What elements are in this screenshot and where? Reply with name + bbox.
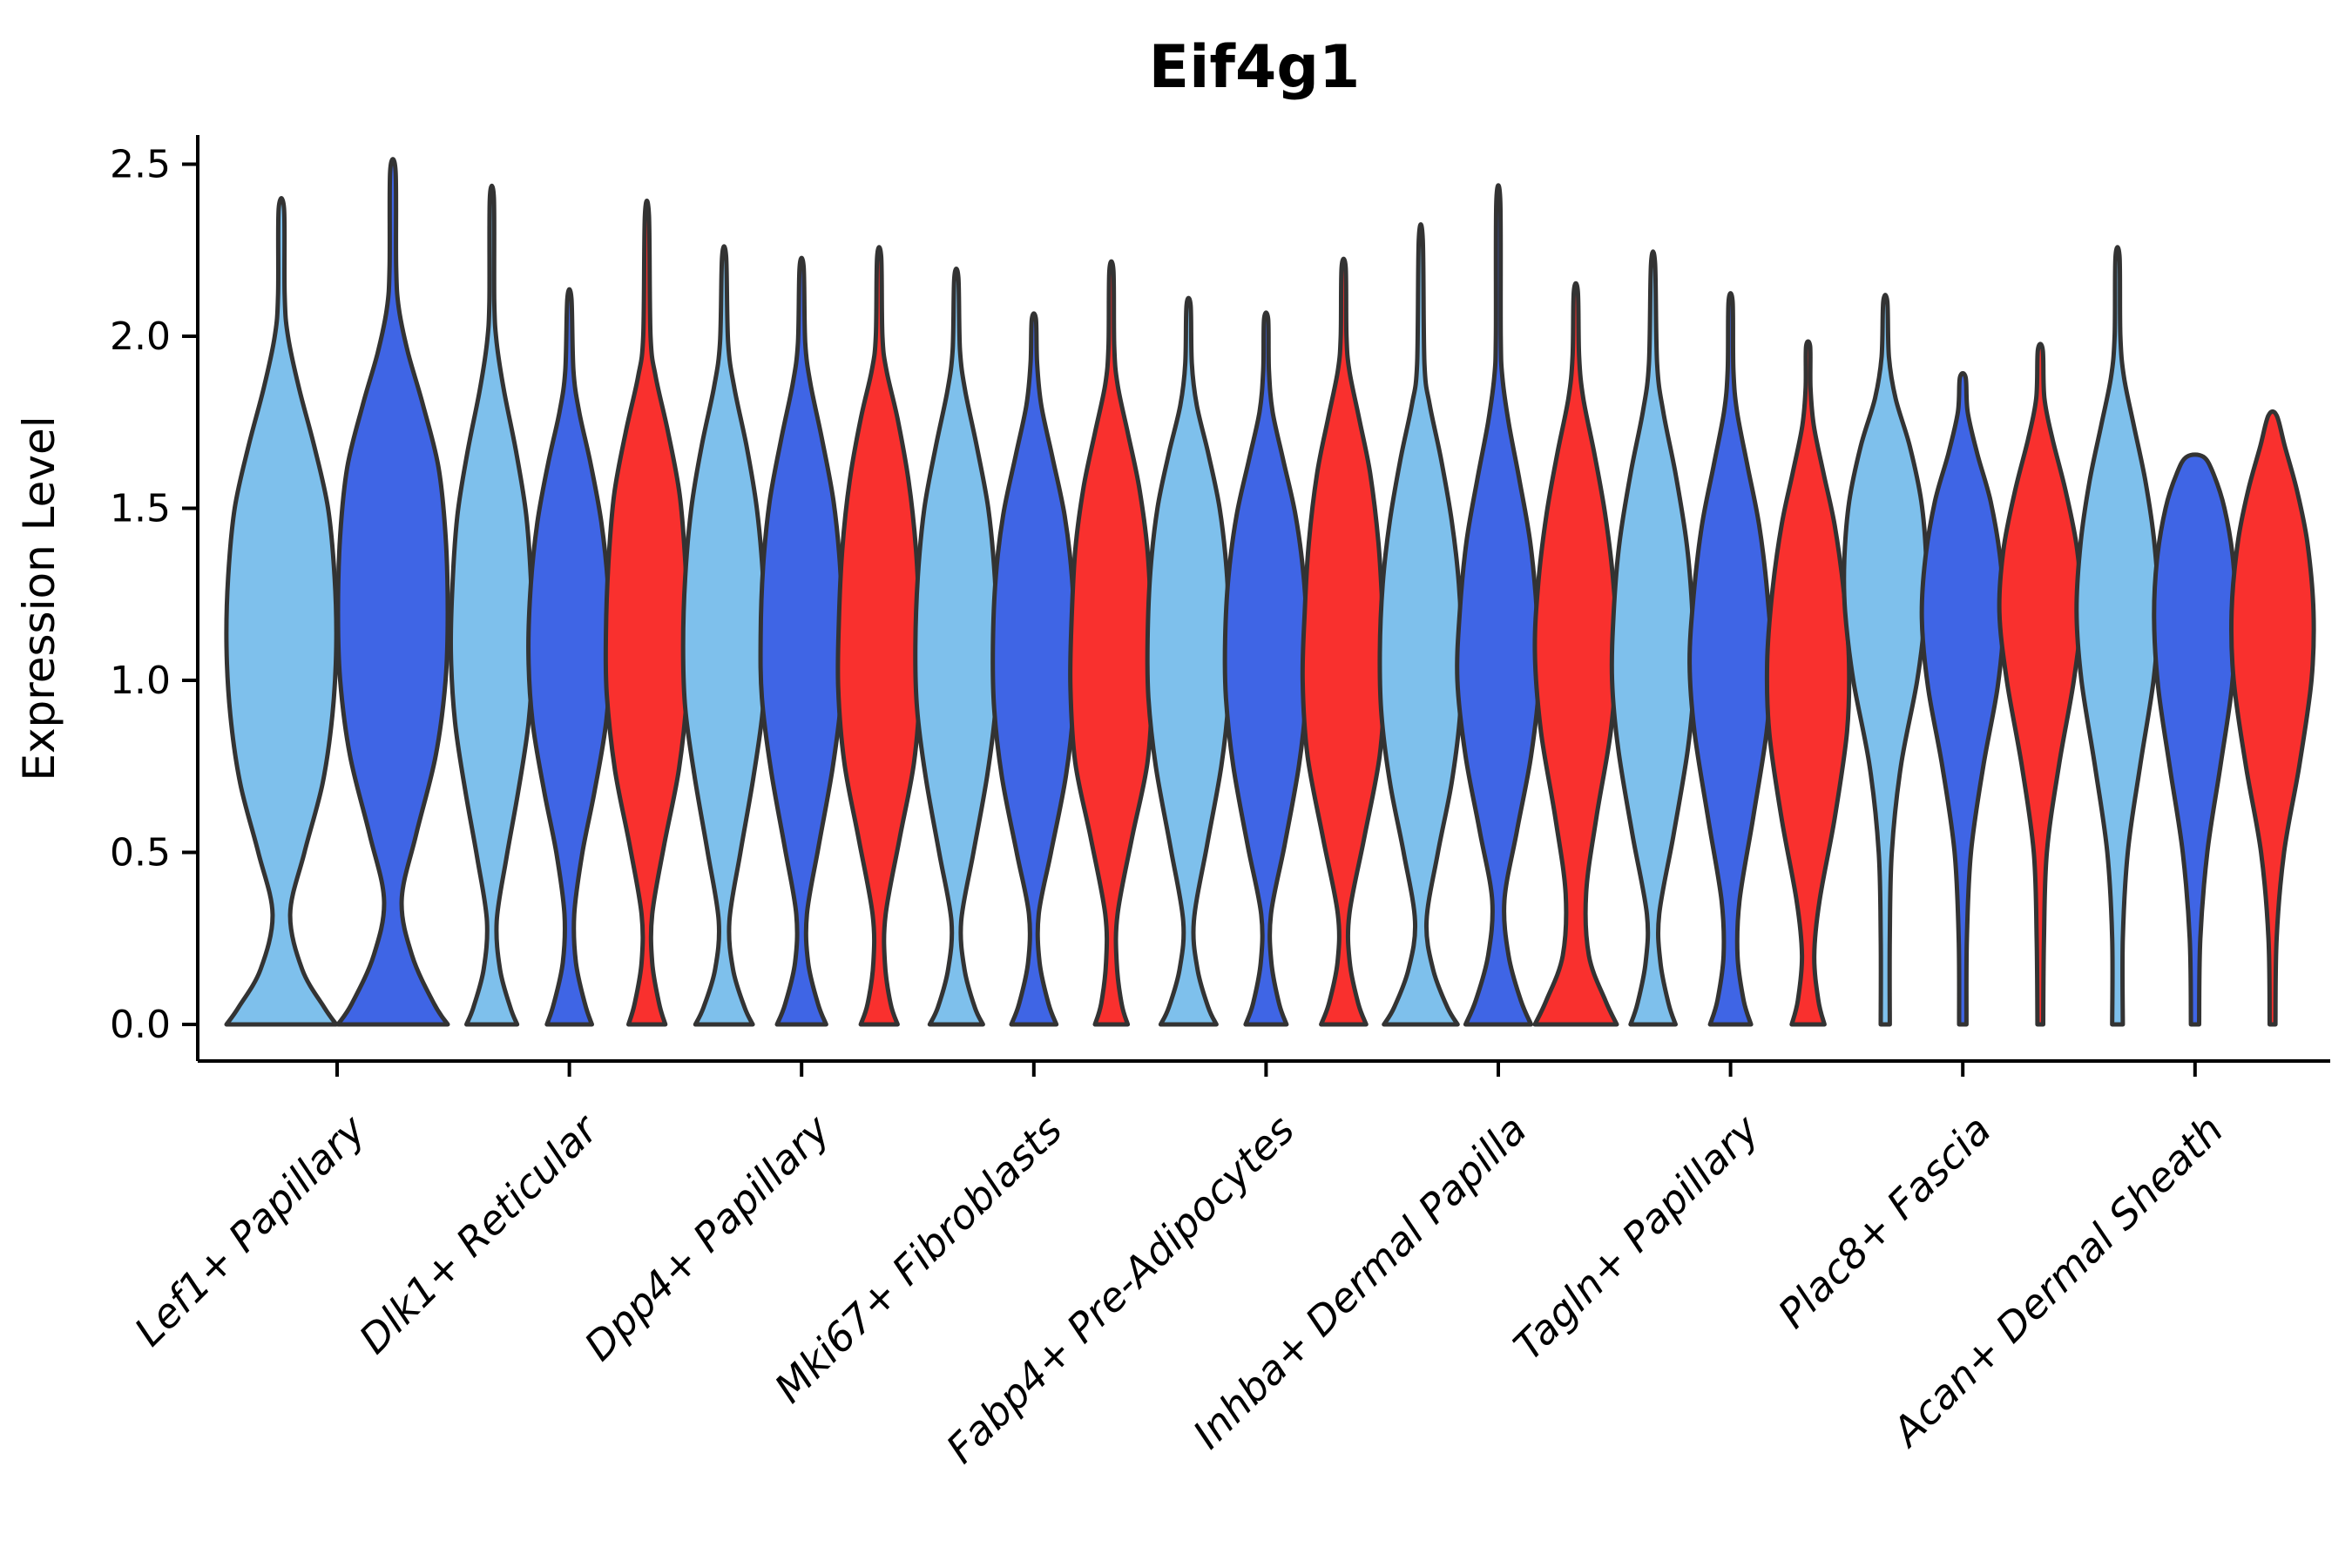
violin-fabp4-red [1300, 256, 1387, 1027]
violin-dpp4-red [835, 245, 923, 1027]
violin-acan-light_blue [2074, 245, 2161, 1027]
violin-dlk1-dark_blue [526, 287, 613, 1027]
y-tick-label: 1.5 [110, 487, 171, 531]
violin-inhba-light_blue [1377, 222, 1464, 1027]
x-axis-ticks [335, 1061, 2197, 1077]
y-tick-label: 2.5 [110, 143, 171, 187]
violins-layer [224, 157, 2316, 1027]
y-axis-title: Expression Level [14, 416, 64, 781]
violin-lef1-light_blue [224, 196, 339, 1027]
violin-dlk1-red [603, 198, 691, 1027]
axes-layer [196, 135, 2330, 1063]
violin-dpp4-dark_blue [758, 255, 845, 1027]
violin-dpp4-light_blue [680, 244, 767, 1027]
violin-fabp4-dark_blue [1222, 310, 1310, 1027]
x-tick-label: Lef1+ Papillary [125, 1105, 375, 1355]
y-tick-label: 0.5 [110, 831, 171, 875]
violin-plac8-light_blue [1842, 293, 1930, 1027]
violin-tagln-light_blue [1609, 249, 1697, 1027]
violin-plac8-red [1997, 341, 2084, 1027]
plot-title: Eif4g1 [1149, 33, 1361, 102]
violin-tagln-dark_blue [1687, 291, 1774, 1027]
x-tick-label: Dpp4+ Papillary [575, 1105, 839, 1369]
violin-inhba-dark_blue [1455, 183, 1542, 1027]
violin-acan-red [2228, 409, 2316, 1027]
y-tick-label: 1.0 [110, 659, 171, 703]
violin-fabp4-light_blue [1145, 295, 1233, 1027]
violin-tagln-red [1764, 339, 1852, 1027]
violin-inhba-red [1532, 280, 1619, 1027]
y-axis-ticks: 0.0 0.5 1.0 1.5 2.0 2.5 [110, 143, 198, 1047]
violin-acan-dark_blue [2152, 452, 2239, 1027]
violin-mki67-light_blue [913, 266, 1000, 1027]
violin-lef1-dark_blue [335, 157, 450, 1027]
violin-mki67-dark_blue [990, 311, 1078, 1027]
x-tick-label: Dlk1+ Reticular [350, 1104, 609, 1362]
y-tick-label: 0.0 [110, 1003, 171, 1047]
violin-plac8-dark_blue [1919, 371, 2006, 1027]
x-tick-label: Plac8+ Fascia [1769, 1106, 2000, 1337]
y-tick-label: 2.0 [110, 314, 171, 359]
violin-mki67-red [1068, 259, 1155, 1027]
violin-dlk1-light_blue [448, 183, 536, 1027]
x-tick-label: Tagln+ Papillary [1504, 1105, 1768, 1369]
